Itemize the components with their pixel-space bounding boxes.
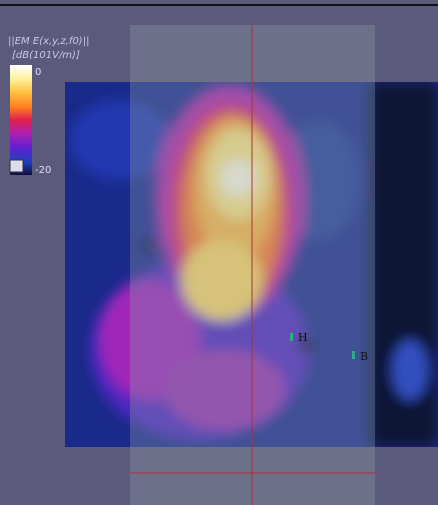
top-border	[0, 4, 438, 6]
marker-icon	[290, 333, 293, 341]
legend-unit: [dB(101V/m)]	[12, 50, 80, 61]
colorbar-min: -20	[35, 165, 51, 176]
colorbar-icon[interactable]	[9, 159, 24, 173]
colorbar-max: 0	[35, 67, 41, 78]
colorbar	[10, 65, 32, 175]
marker-label: B	[360, 350, 368, 363]
legend-title: ||EM E(x,y,z,f0)||	[8, 36, 89, 47]
marker-label: H	[298, 331, 308, 344]
marker-icon	[352, 351, 355, 359]
